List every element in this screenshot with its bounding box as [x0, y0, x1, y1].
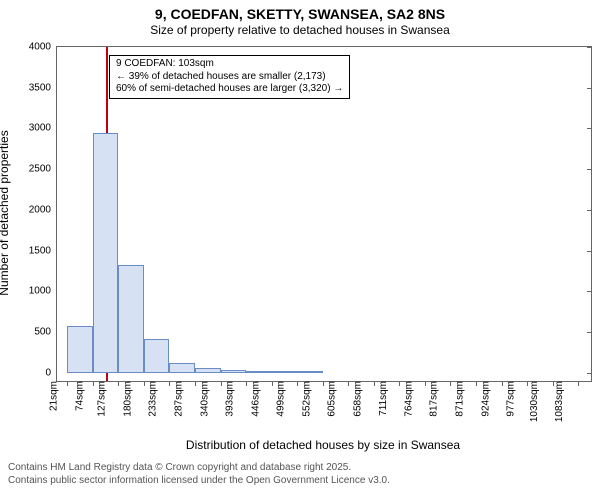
y-tick-mark	[587, 251, 592, 252]
histogram-bar	[195, 368, 220, 373]
y-tick-label: 2000	[29, 204, 57, 215]
annotation-line1: 9 COEDFAN: 103sqm	[116, 58, 343, 71]
x-tick-label: 658sqm	[348, 381, 363, 417]
x-tick-label: 924sqm	[476, 381, 491, 417]
x-tick-label: 233sqm	[144, 381, 159, 417]
x-tick-label: 499sqm	[272, 381, 287, 417]
y-tick-mark	[587, 47, 592, 48]
chart-container: 9, COEDFAN, SKETTY, SWANSEA, SA2 8NS Siz…	[0, 0, 600, 500]
y-tick-label: 1000	[29, 286, 57, 297]
x-tick-label: 127sqm	[93, 381, 108, 417]
chart-subtitle: Size of property relative to detached ho…	[0, 23, 600, 37]
y-axis-label: Number of detached properties	[0, 130, 11, 295]
y-tick-label: 2500	[29, 164, 57, 175]
y-tick-label: 500	[34, 327, 57, 338]
y-tick-label: 0	[45, 367, 57, 378]
y-tick-mark	[587, 332, 592, 333]
y-tick-label: 1500	[29, 245, 57, 256]
y-tick-mark	[587, 88, 592, 89]
x-tick-label: 393sqm	[221, 381, 236, 417]
annotation-box: 9 COEDFAN: 103sqm ← 39% of detached hous…	[109, 55, 350, 99]
x-tick-label: 340sqm	[195, 381, 210, 417]
histogram-bar	[272, 371, 297, 373]
x-tick-label: 287sqm	[170, 381, 185, 417]
footer-line2: Contains public sector information licen…	[8, 475, 600, 488]
histogram-bar	[246, 371, 271, 373]
histogram-bar	[67, 326, 92, 372]
chart-title: 9, COEDFAN, SKETTY, SWANSEA, SA2 8NS	[0, 0, 600, 23]
x-tick-label: 817sqm	[425, 381, 440, 417]
histogram-bar	[297, 371, 322, 373]
x-tick-label: 871sqm	[451, 381, 466, 417]
y-tick-mark	[587, 169, 592, 170]
x-tick-label: 711sqm	[374, 381, 389, 416]
y-tick-mark	[587, 373, 592, 374]
histogram-bar	[93, 133, 118, 373]
y-tick-mark	[587, 128, 592, 129]
y-tick-label: 3000	[29, 123, 57, 134]
x-axis-label: Distribution of detached houses by size …	[56, 438, 590, 452]
attribution-footer: Contains HM Land Registry data © Crown c…	[0, 462, 600, 487]
x-tick-label: 552sqm	[297, 381, 312, 417]
y-tick-mark	[587, 210, 592, 211]
histogram-bar	[118, 265, 143, 373]
plot-area: 9 COEDFAN: 103sqm ← 39% of detached hous…	[56, 46, 592, 382]
x-tick-label: 764sqm	[399, 381, 414, 417]
annotation-line3: 60% of semi-detached houses are larger (…	[116, 83, 343, 96]
histogram-bar	[221, 370, 246, 372]
footer-line1: Contains HM Land Registry data © Crown c…	[8, 462, 600, 475]
histogram-bar	[169, 363, 195, 373]
x-tick-mark	[67, 381, 68, 386]
x-tick-label: 74sqm	[70, 381, 85, 411]
x-tick-mark	[578, 381, 579, 386]
x-tick-label: 977sqm	[502, 381, 517, 417]
x-tick-label: 180sqm	[118, 381, 133, 417]
x-tick-label: 605sqm	[323, 381, 338, 417]
y-tick-label: 4000	[29, 42, 57, 53]
annotation-line2: ← 39% of detached houses are smaller (2,…	[116, 71, 343, 84]
y-tick-label: 3500	[29, 82, 57, 93]
x-tick-label: 21sqm	[45, 381, 60, 411]
x-tick-label: 446sqm	[246, 381, 261, 417]
histogram-bar	[144, 339, 169, 373]
x-tick-label: 1030sqm	[524, 381, 539, 422]
y-tick-mark	[587, 291, 592, 292]
x-tick-label: 1083sqm	[550, 381, 565, 422]
